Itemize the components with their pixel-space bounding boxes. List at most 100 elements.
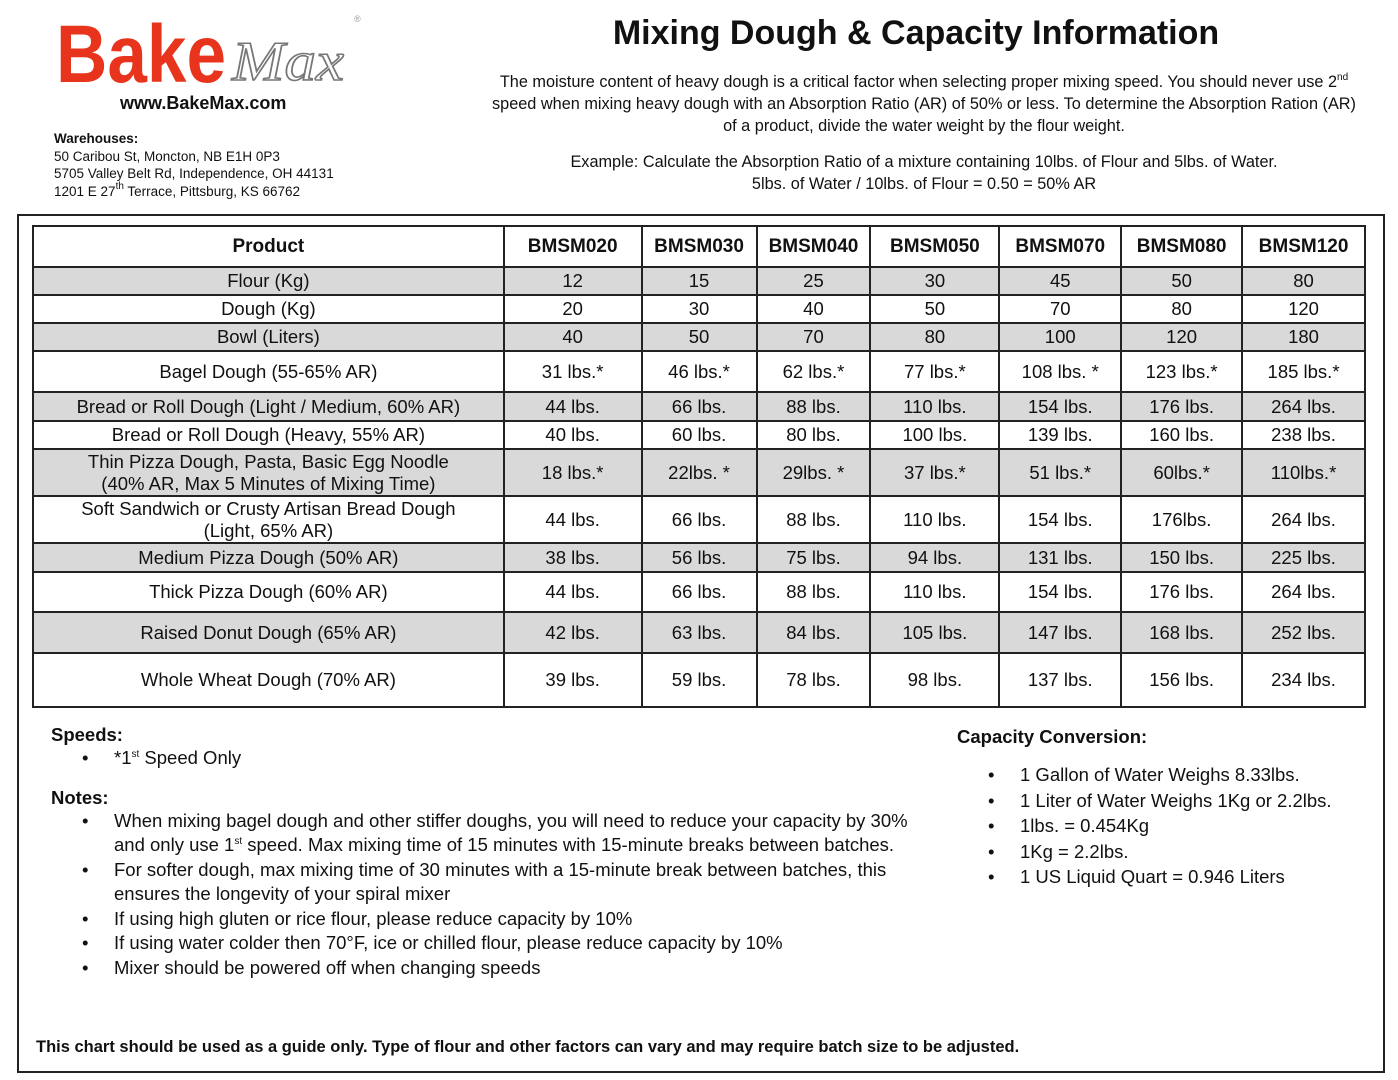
table-cell: 225 lbs. (1241, 542, 1366, 573)
table-cell: 156 lbs. (1120, 652, 1244, 708)
capacity-heading: Capacity Conversion: (957, 726, 1148, 747)
conversion-item: 1lbs. = 0.454Kg (957, 813, 1377, 839)
table-cell: 84 lbs. (755, 611, 872, 654)
column-header: BMSM020 (502, 225, 643, 268)
table-cell: 176 lbs. (1120, 571, 1244, 613)
table-cell: 80 lbs. (755, 420, 872, 450)
column-header: BMSM070 (998, 225, 1123, 268)
warehouse-address: 5705 Valley Belt Rd, Independence, OH 44… (54, 166, 334, 181)
table-cell: 50 (640, 322, 758, 352)
table-cell: 120 (1120, 322, 1244, 352)
table-cell: 88 lbs. (755, 571, 872, 613)
note-item: When mixing bagel dough and other stiffe… (51, 809, 931, 858)
page-title: Mixing Dough & Capacity Information (612, 14, 1220, 52)
table-cell: 50 (1120, 266, 1244, 296)
table-cell: 180 (1241, 322, 1366, 352)
table-cell: 39 lbs. (502, 652, 643, 708)
table-row: Soft Sandwich or Crusty Artisan Bread Do… (32, 495, 1366, 544)
conversion-item: 1 US Liquid Quart = 0.946 Liters (957, 864, 1377, 890)
table-cell: 15 (640, 266, 758, 296)
table-cell: 154 lbs. (998, 391, 1123, 422)
column-header: BMSM050 (869, 225, 1001, 268)
intro-text: The moisture content of heavy dough is a… (492, 72, 1356, 136)
speeds-heading: Speeds: (51, 724, 123, 745)
note-item: Mixer should be powered off when changin… (51, 956, 931, 981)
row-label: Bread or Roll Dough (Light / Medium, 60%… (32, 391, 505, 422)
table-cell: 98 lbs. (869, 652, 1001, 708)
table-cell: 160 lbs. (1120, 420, 1244, 450)
table-cell: 62 lbs.* (755, 350, 872, 393)
table-cell: 29lbs. * (755, 448, 872, 497)
table-cell: 46 lbs.* (640, 350, 758, 393)
table-cell: 70 (998, 294, 1123, 324)
conversion-item: 1 Liter of Water Weighs 1Kg or 2.2lbs. (957, 788, 1377, 814)
row-label: Bagel Dough (55-65% AR) (32, 350, 505, 393)
table-cell: 150 lbs. (1120, 542, 1244, 573)
table-row: Medium Pizza Dough (50% AR) 38 lbs. 56 lbs… (32, 542, 1366, 573)
row-label: Medium Pizza Dough (50% AR) (32, 542, 505, 573)
table-cell: 44 lbs. (502, 571, 643, 613)
table-cell: 176 lbs. (1120, 391, 1244, 422)
table-cell: 154 lbs. (998, 495, 1123, 544)
table-cell: 31 lbs.* (502, 350, 643, 393)
table-cell: 88 lbs. (755, 391, 872, 422)
table-cell: 252 lbs. (1241, 611, 1366, 654)
content-frame (17, 214, 1385, 1073)
column-header: BMSM080 (1120, 225, 1244, 268)
warehouses-label: Warehouses: (54, 131, 139, 146)
conversion-item: 1Kg = 2.2lbs. (957, 839, 1377, 865)
table-cell: 78 lbs. (755, 652, 872, 708)
column-header: BMSM040 (755, 225, 872, 268)
table-cell: 123 lbs.* (1120, 350, 1244, 393)
conversion-item: 1 Gallon of Water Weighs 8.33lbs. (957, 762, 1377, 788)
svg-text:Max: Max (231, 31, 344, 92)
table-cell: 63 lbs. (640, 611, 758, 654)
row-label: Thick Pizza Dough (60% AR) (32, 571, 505, 613)
table-cell: 44 lbs. (502, 391, 643, 422)
row-label: Raised Donut Dough (65% AR) (32, 611, 505, 654)
table-cell: 59 lbs. (640, 652, 758, 708)
table-cell: 60lbs.* (1120, 448, 1244, 497)
note-item: If using water colder then 70°F, ice or … (51, 931, 931, 956)
table-row: Bagel Dough (55-65% AR) 31 lbs.* 46 lbs.* 6… (32, 350, 1366, 393)
table-cell: 30 (640, 294, 758, 324)
table-row: Dough (Kg) 20 30 40 50 70 80 120 (32, 294, 1366, 324)
table-row: Thick Pizza Dough (60% AR) 44 lbs. 66 lbs.… (32, 571, 1366, 613)
table-cell: 110 lbs. (869, 495, 1001, 544)
capacity-conversion: Capacity Conversion: 1 Gallon of Water W… (957, 726, 1377, 890)
table-cell: 80 (1120, 294, 1244, 324)
table-cell: 110 lbs. (869, 571, 1001, 613)
table-cell: 25 (755, 266, 872, 296)
notes-section: Notes: When mixing bagel dough and other… (51, 787, 931, 981)
table-row: Bowl (Liters) 40 50 70 80 100 120 180 (32, 322, 1366, 352)
table-cell: 147 lbs. (998, 611, 1123, 654)
svg-text:Bake: Bake (56, 10, 226, 92)
table-cell: 75 lbs. (755, 542, 872, 573)
table-cell: 38 lbs. (502, 542, 643, 573)
table-cell: 37 lbs.* (869, 448, 1001, 497)
table-cell: 154 lbs. (998, 571, 1123, 613)
table-cell: 40 lbs. (502, 420, 643, 450)
table-cell: 44 lbs. (502, 495, 643, 544)
notes-heading: Notes: (51, 786, 109, 808)
table-cell: 108 lbs. * (998, 350, 1123, 393)
table-cell: 120 (1241, 294, 1366, 324)
row-label: Thin Pizza Dough, Pasta, Basic Egg Noodl… (32, 448, 505, 497)
table-cell: 238 lbs. (1241, 420, 1366, 450)
table-cell: 185 lbs.* (1241, 350, 1366, 393)
column-header: BMSM030 (640, 225, 758, 268)
table-cell: 176lbs. (1120, 495, 1244, 544)
column-header: BMSM120 (1241, 225, 1366, 268)
row-label: Bread or Roll Dough (Heavy, 55% AR) (32, 420, 505, 450)
table-cell: 105 lbs. (869, 611, 1001, 654)
table-cell: 264 lbs. (1241, 495, 1366, 544)
table-cell: 100 (998, 322, 1123, 352)
table-row: Thin Pizza Dough, Pasta, Basic Egg Noodl… (32, 448, 1366, 497)
table-row: Flour (Kg) 12 15 25 30 45 50 80 (32, 266, 1366, 296)
table-cell: 234 lbs. (1241, 652, 1366, 708)
table-cell: 30 (869, 266, 1001, 296)
speeds-section: Speeds: *1st Speed Only (51, 724, 931, 771)
table-row: Raised Donut Dough (65% AR) 42 lbs. 63 lbs… (32, 611, 1366, 654)
table-cell: 139 lbs. (998, 420, 1123, 450)
table-cell: 12 (502, 266, 643, 296)
